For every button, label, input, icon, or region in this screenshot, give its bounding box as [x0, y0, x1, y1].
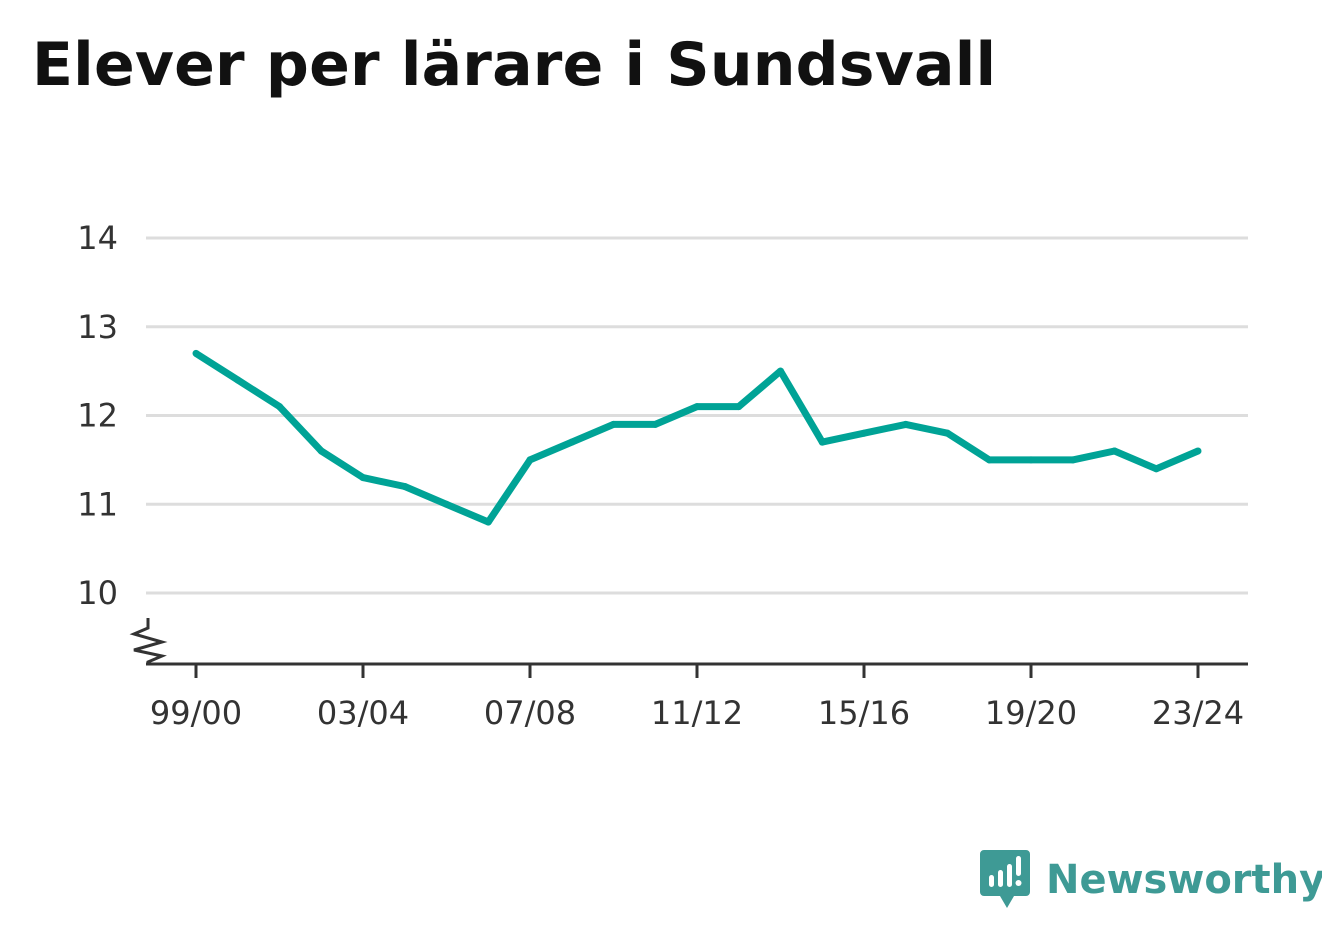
series-line [194, 350, 1200, 526]
data-point [1111, 447, 1118, 455]
data-point [401, 483, 409, 490]
chart-title: Elever per lärare i Sundsvall [32, 30, 997, 100]
y-axis-break-icon [129, 618, 168, 664]
data-point [985, 456, 993, 464]
data-point [443, 500, 450, 508]
x-tick-label: 19/20 [985, 694, 1077, 732]
x-tick-label: 15/16 [818, 694, 910, 732]
data-point [818, 438, 826, 446]
newsworthy-brand: Newsworthy [980, 850, 1322, 910]
x-axis [129, 618, 1248, 666]
data-point [1152, 465, 1160, 473]
y-axis-tick-labels: 10 11 12 13 14 [77, 219, 118, 612]
data-point [568, 438, 576, 446]
data-point [651, 420, 659, 428]
data-point [1069, 456, 1077, 464]
data-point [526, 456, 534, 464]
data-point [484, 518, 492, 526]
data-point [944, 429, 951, 437]
data-point [1194, 447, 1202, 455]
x-tick-label: 99/00 [150, 694, 242, 732]
data-point [317, 447, 325, 455]
y-tick-label: 12 [77, 397, 118, 435]
newsworthy-logo-icon [980, 850, 1030, 908]
series-group [192, 349, 1202, 526]
data-point [735, 403, 743, 411]
line-chart: 10 11 12 13 14 99/00 03/04 07/08 11/12 15/16 19/2… [77, 219, 1248, 732]
data-point [234, 376, 242, 384]
data-point [693, 403, 701, 411]
grid-lines [146, 236, 1248, 595]
data-point [276, 403, 283, 411]
y-tick-label: 14 [77, 219, 118, 257]
y-tick-label: 10 [77, 574, 118, 612]
data-point [902, 420, 910, 428]
data-point [610, 420, 617, 428]
y-tick-label: 13 [77, 308, 118, 346]
data-point [359, 474, 367, 482]
x-tick-label: 23/24 [1152, 694, 1244, 732]
brand-name: Newsworthy [1046, 857, 1322, 903]
x-tick-label: 07/08 [484, 694, 576, 732]
y-tick-label: 11 [77, 485, 118, 523]
x-tick-label: 03/04 [317, 694, 409, 732]
data-point [860, 429, 868, 437]
x-tick-label: 11/12 [651, 694, 743, 732]
data-point [192, 349, 200, 357]
data-point [1027, 456, 1035, 464]
data-point [777, 367, 784, 375]
x-axis-ticks: 99/00 03/04 07/08 11/12 15/16 19/20 23/24 [150, 664, 1244, 732]
